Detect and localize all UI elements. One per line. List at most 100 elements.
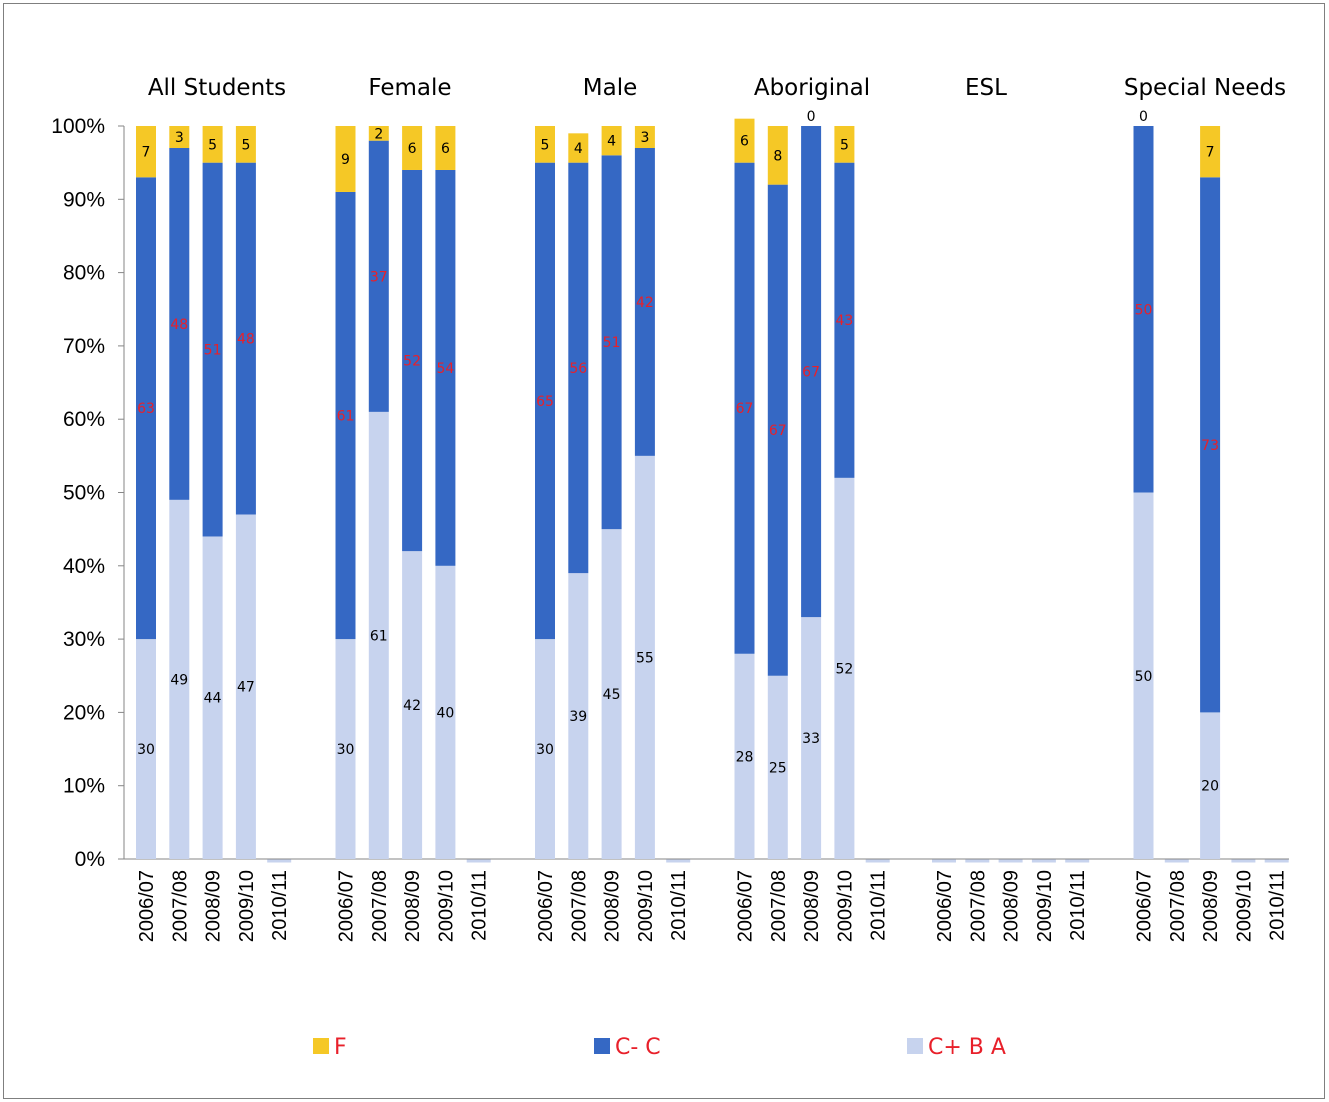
- bar-segment: [834, 126, 855, 163]
- data-label: 61: [337, 409, 355, 425]
- bar-segment: [235, 126, 256, 163]
- data-label: 63: [137, 401, 155, 417]
- x-tick-label: 2008/09: [602, 870, 624, 942]
- group-title: Female: [368, 75, 451, 101]
- x-tick-label: 2010/11: [1267, 870, 1289, 941]
- bar-segment: [601, 529, 622, 859]
- data-label: 6: [740, 134, 749, 150]
- data-label: 55: [636, 650, 654, 666]
- bar-segment: [335, 126, 356, 192]
- bar-segment: [202, 126, 223, 163]
- y-tick-label: 10%: [63, 775, 105, 798]
- bar-segment: [435, 126, 456, 170]
- data-label: 61: [370, 628, 388, 644]
- bar-segment: [136, 639, 156, 859]
- legend-label: C+ B A: [928, 1035, 1006, 1060]
- bar-segment: [435, 565, 456, 859]
- data-label: 6: [441, 141, 450, 157]
- x-tick-label: 2008/09: [1001, 870, 1023, 942]
- data-label: 33: [802, 731, 820, 747]
- data-label: 40: [436, 705, 454, 721]
- data-label: 47: [237, 680, 255, 696]
- bar-segment: [535, 162, 555, 640]
- legend-swatch: [907, 1038, 923, 1054]
- x-tick-label: 2007/08: [768, 870, 790, 942]
- bar-segment: [535, 639, 555, 859]
- bar-segment: [568, 162, 589, 574]
- group-title: Aboriginal: [754, 75, 870, 101]
- bar-segment: [136, 126, 156, 178]
- data-label: 0: [1139, 109, 1148, 125]
- x-tick-label: 2009/10: [435, 870, 457, 942]
- data-label: 39: [569, 709, 587, 725]
- bar-segment: [801, 617, 822, 859]
- data-label: 0: [807, 109, 816, 125]
- legend-swatch: [594, 1038, 610, 1054]
- data-label: 30: [337, 742, 355, 758]
- data-label: 2: [374, 126, 383, 142]
- data-label: 5: [541, 137, 550, 153]
- data-label: 51: [603, 335, 621, 351]
- data-label: 51: [204, 343, 222, 359]
- data-label: 3: [640, 130, 649, 146]
- x-tick-label: 2009/10: [635, 870, 657, 942]
- x-tick-label: 2007/08: [568, 870, 590, 942]
- y-tick-label: 50%: [63, 482, 105, 505]
- data-label: 52: [403, 354, 421, 370]
- x-tick-label: 2006/07: [735, 870, 757, 942]
- bar-segment: [136, 177, 156, 640]
- x-tick-label: 2009/10: [236, 870, 258, 942]
- bar-segment: [402, 551, 423, 859]
- x-tick-label: 2009/10: [834, 870, 856, 942]
- y-tick-label: 20%: [63, 701, 105, 724]
- bar-segment: [568, 573, 589, 859]
- bar-segment: [634, 147, 655, 456]
- y-tick-label: 70%: [63, 335, 105, 358]
- bar-segment: [335, 191, 356, 640]
- y-tick-label: 0%: [75, 848, 105, 871]
- x-tick-label: 2009/10: [1034, 870, 1056, 942]
- data-label: 8: [773, 148, 782, 164]
- y-tick-label: 100%: [51, 115, 105, 138]
- data-label: 52: [835, 661, 853, 677]
- data-label: 73: [1201, 438, 1219, 454]
- bar-segment: [535, 126, 555, 163]
- x-tick-label: 2010/11: [668, 870, 690, 941]
- bar-segment: [1133, 492, 1154, 859]
- x-tick-label: 2007/08: [1167, 870, 1189, 942]
- group-title: All Students: [148, 75, 286, 101]
- bar-segment: [435, 169, 456, 566]
- bar-segment: [801, 126, 822, 618]
- data-label: 48: [170, 317, 188, 333]
- bar-segment: [601, 155, 622, 530]
- group-title: ESL: [965, 75, 1007, 101]
- legend-swatch: [313, 1038, 329, 1054]
- bar-segment: [601, 126, 622, 156]
- x-tick-label: 2008/09: [801, 870, 823, 942]
- data-label: 5: [840, 137, 849, 153]
- data-label: 30: [536, 742, 554, 758]
- y-tick-label: 80%: [63, 262, 105, 285]
- x-tick-label: 2008/09: [1200, 870, 1222, 942]
- data-label: 6: [408, 141, 417, 157]
- data-label: 42: [636, 295, 654, 311]
- data-label: 9: [341, 152, 350, 168]
- data-label: 7: [1206, 145, 1215, 161]
- x-tick-label: 2010/11: [469, 870, 491, 941]
- x-tick-label: 2010/11: [1067, 870, 1089, 941]
- data-label: 50: [1135, 302, 1153, 318]
- x-tick-label: 2010/11: [269, 870, 291, 941]
- bar-segment: [734, 162, 755, 654]
- data-label: 4: [607, 134, 616, 150]
- data-label: 56: [569, 361, 587, 377]
- y-tick-label: 30%: [63, 628, 105, 651]
- bar-segment: [202, 536, 223, 859]
- x-tick-label: 2007/08: [369, 870, 391, 942]
- data-label: 4: [574, 141, 583, 157]
- bar-segment: [767, 126, 788, 185]
- data-label: 67: [769, 423, 787, 439]
- bar-segment: [834, 162, 855, 478]
- bar-segment: [1200, 126, 1221, 178]
- bar-segment: [634, 455, 655, 859]
